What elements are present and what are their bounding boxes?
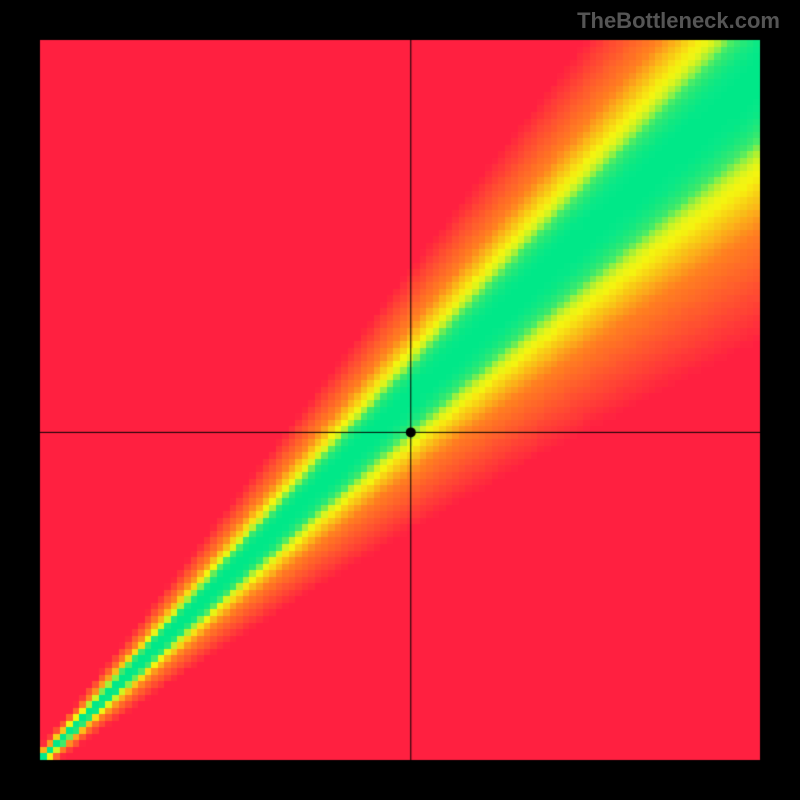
heatmap-canvas [0, 0, 800, 800]
bottleneck-heatmap-chart [0, 0, 800, 800]
watermark-text: TheBottleneck.com [577, 8, 780, 34]
